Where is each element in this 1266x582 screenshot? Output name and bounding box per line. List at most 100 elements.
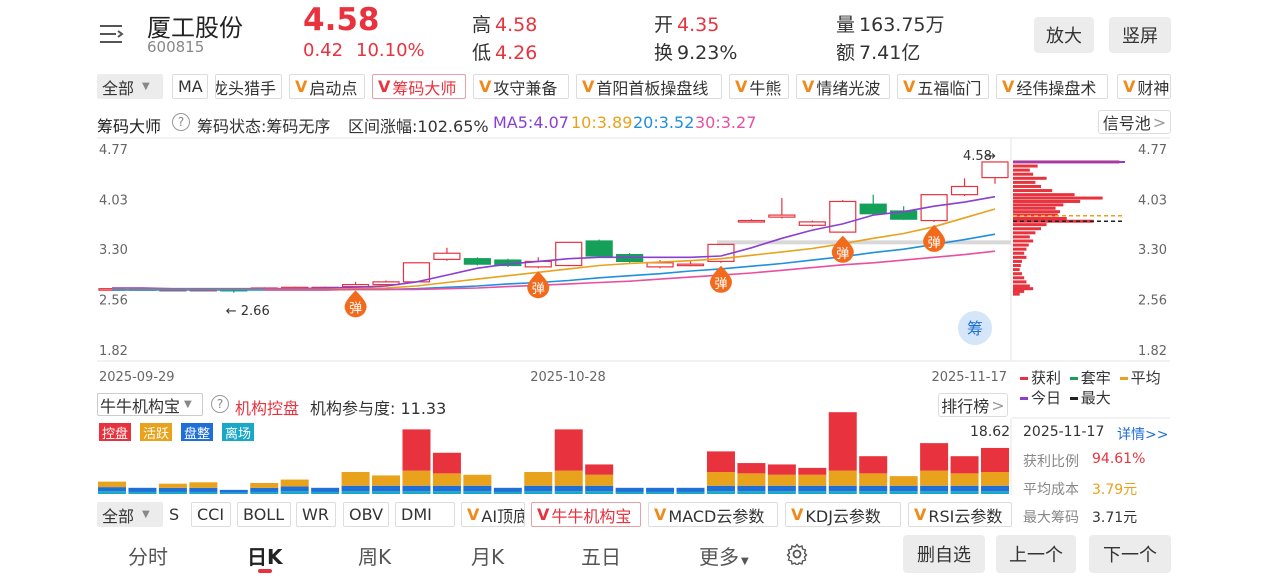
- inst-bar-segment: [432, 452, 461, 474]
- v-badge-icon: V: [378, 77, 391, 96]
- menu-icon[interactable]: [98, 22, 124, 46]
- y-tick-right-1: 4.03: [1138, 193, 1167, 208]
- bottom-tab-6[interactable]: V AI顶底: [461, 502, 525, 527]
- settings-icon[interactable]: [786, 543, 808, 567]
- chip-bar: [1013, 292, 1020, 296]
- y-tick-left-3: 2.56: [99, 294, 128, 309]
- inst-bar-segment: [341, 485, 370, 492]
- v-badge-icon: V: [1123, 77, 1136, 96]
- tab-exit[interactable]: 离场: [222, 423, 255, 442]
- zoom-button[interactable]: 放大: [1034, 17, 1094, 53]
- institution-selector[interactable]: 牛牛机构宝 ▼: [97, 393, 203, 416]
- inst-bar-segment: [250, 487, 279, 492]
- inst-bar-segment: [828, 485, 857, 492]
- inst-bar-segment: [463, 491, 492, 494]
- inst-bar-segment: [889, 476, 918, 486]
- v-badge-icon: V: [479, 77, 492, 96]
- chip-bar: [1013, 184, 1041, 188]
- inst-bar-segment: [463, 485, 492, 492]
- bottom-all-dropdown[interactable]: 全部 ▼: [97, 502, 163, 527]
- remove-watchlist-button[interactable]: 删自选: [903, 535, 985, 573]
- indicator-tab-1[interactable]: 龙头猎手: [215, 74, 282, 99]
- v-badge-icon: V: [1002, 77, 1015, 96]
- chip-bar: [1013, 287, 1034, 291]
- inst-bar-segment: [372, 485, 401, 492]
- bottom-tab-5[interactable]: DMI: [395, 502, 455, 527]
- bottom-tab-7[interactable]: V 牛牛机构宝: [531, 502, 641, 527]
- inst-bar-segment: [920, 443, 949, 471]
- inst-bar-segment: [250, 491, 279, 494]
- help-icon-2[interactable]: ?: [211, 395, 229, 413]
- inst-bar-segment: [98, 491, 126, 494]
- inst-bar-segment: [158, 487, 187, 492]
- rank-button[interactable]: 排行榜 >: [938, 393, 1008, 417]
- bottom-tab-4[interactable]: OBV: [343, 502, 389, 527]
- bottom-tab-9[interactable]: V KDJ云参数: [785, 502, 901, 527]
- bottom-tab-8[interactable]: V MACD云参数: [648, 502, 778, 527]
- max-chip-value: 3.71元: [1092, 510, 1138, 526]
- tab-active[interactable]: 活跃: [140, 423, 173, 442]
- y-tick-left-0: 4.77: [99, 143, 128, 158]
- bottom-tab-0[interactable]: S: [164, 502, 184, 527]
- nav-monthly-k[interactable]: 月K: [471, 545, 505, 569]
- chip-bar: [1013, 255, 1027, 259]
- prev-stock-button[interactable]: 上一个: [996, 535, 1076, 573]
- inst-bar-segment: [828, 470, 857, 486]
- bottom-tab-3[interactable]: WR: [296, 502, 336, 527]
- v-badge-icon: V: [735, 77, 748, 96]
- indicator-tab-3[interactable]: V 筹码大师: [372, 74, 466, 99]
- price-change-pct: 10.10%: [356, 40, 425, 61]
- portrait-button[interactable]: 竖屏: [1109, 17, 1171, 53]
- candle-body: [433, 252, 461, 260]
- indicator-tab-10[interactable]: V 财神: [1117, 74, 1171, 99]
- next-stock-button[interactable]: 下一个: [1089, 535, 1171, 573]
- indicator-tab-7[interactable]: V 情绪光波: [796, 74, 890, 99]
- chip-detail-link[interactable]: 详情>>: [1117, 427, 1169, 443]
- inst-bar-segment: [798, 491, 827, 494]
- inst-bar-segment: [798, 467, 827, 475]
- inst-bar-segment: [737, 491, 766, 494]
- inst-bar-segment: [706, 491, 735, 494]
- inst-bar-segment: [219, 492, 248, 494]
- candle-body: [859, 203, 887, 215]
- inst-bar-segment: [524, 472, 553, 486]
- indicator-tab-8[interactable]: V 五福临门: [897, 74, 989, 99]
- indicator-tab-9[interactable]: V 经伟操盘术: [996, 74, 1108, 99]
- nav-intraday[interactable]: 分时: [128, 545, 168, 569]
- min-arrow-icon: ←: [226, 304, 237, 319]
- chip-bar: [1013, 193, 1075, 197]
- help-icon[interactable]: ?: [172, 113, 190, 131]
- tab-consolidate[interactable]: 盘整: [181, 423, 214, 442]
- chip-bar: [1013, 231, 1036, 235]
- inst-bar-segment: [585, 485, 614, 492]
- nav-five-day[interactable]: 五日: [581, 545, 621, 569]
- indicator-tab-6[interactable]: V 牛熊: [729, 74, 789, 99]
- candle-body: [737, 219, 766, 223]
- bottom-tab-10[interactable]: V RSI云参数: [908, 502, 1012, 527]
- tab-control[interactable]: 控盘: [99, 423, 132, 442]
- y-tick-left-2: 3.30: [99, 243, 128, 258]
- institution-participation: 机构参与度: 11.33: [310, 399, 447, 418]
- indicator-tab-0[interactable]: MA: [172, 74, 208, 99]
- high-quote: 高 4.58: [472, 14, 538, 36]
- inst-bar-segment: [889, 485, 918, 492]
- nav-daily-k[interactable]: 日K: [247, 545, 283, 569]
- inst-bar-segment: [859, 485, 888, 492]
- bottom-tab-1[interactable]: CCI: [191, 502, 231, 527]
- v-badge-icon: V: [903, 77, 916, 96]
- bottom-tab-2[interactable]: BOLL: [237, 502, 291, 527]
- indicator-tab-5[interactable]: V 首阳首板操盘线: [576, 74, 722, 99]
- kline-chart[interactable]: 4.77 4.77 4.03 4.03 3.30 3.30 2.56 2.56 1.82 1.82…: [0, 135, 1266, 535]
- inst-bar-segment: [950, 473, 979, 486]
- indicator-tab-4[interactable]: V 攻守兼备: [473, 74, 569, 99]
- inst-bar-segment: [615, 491, 644, 494]
- signal-pool-button[interactable]: 信号池 >: [1098, 110, 1171, 134]
- nav-weekly-k[interactable]: 周K: [358, 545, 392, 569]
- indicator-tab-2[interactable]: V 启动点: [289, 74, 365, 99]
- inst-bar-segment: [128, 487, 157, 492]
- inst-bar-segment: [646, 487, 675, 492]
- indicator-all-dropdown[interactable]: 全部 ▼: [97, 74, 163, 99]
- bounce-label: 弹: [349, 301, 362, 316]
- chip-bar: [1013, 196, 1103, 200]
- nav-more[interactable]: 更多 ▼: [699, 545, 749, 569]
